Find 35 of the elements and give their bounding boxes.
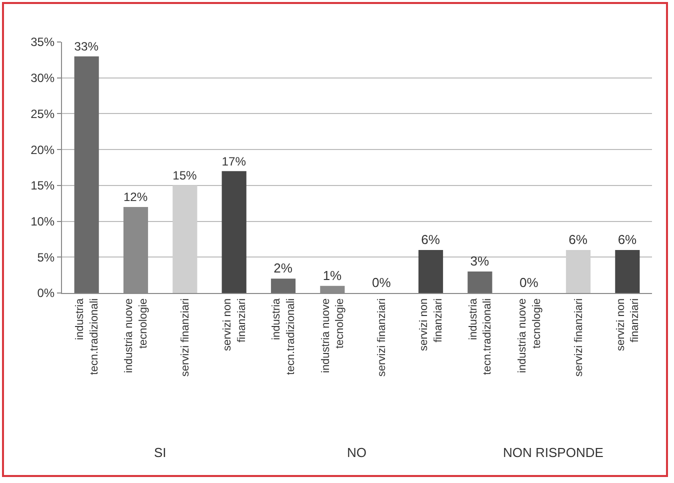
data-label: 6%: [568, 232, 588, 247]
bar: [566, 250, 591, 293]
data-label: 15%: [172, 168, 198, 183]
data-label: 1%: [322, 268, 342, 283]
x-tick-label: servizi finanziari: [572, 298, 585, 377]
bar: [222, 171, 246, 293]
data-label: 6%: [421, 232, 440, 247]
data-label: 2%: [274, 260, 293, 276]
x-tick-label: servizi finanziari: [376, 298, 388, 377]
bar: [270, 278, 296, 293]
bar: [468, 271, 492, 293]
bar: [172, 185, 198, 293]
bar: [615, 250, 640, 293]
y-tick-label: 25%: [30, 106, 55, 121]
y-tick-label: 35%: [30, 35, 55, 50]
data-label: 0%: [372, 275, 392, 290]
data-label: 6%: [618, 232, 638, 247]
y-tick-label: 15%: [30, 178, 55, 193]
bar: [418, 250, 444, 293]
y-tick-label: 10%: [30, 214, 55, 228]
data-label: 12%: [123, 190, 148, 204]
y-tick-label: 30%: [30, 71, 55, 86]
text: NON RISPONDE: [503, 445, 604, 460]
x-tick-label: industria tecn.tradizionali: [74, 298, 100, 375]
text: NO: [347, 445, 366, 460]
y-tick-label: 5%: [37, 250, 55, 264]
data-label: 0%: [519, 275, 539, 290]
data-label: 17%: [222, 154, 246, 168]
bar: [74, 56, 99, 293]
data-label: 3%: [470, 253, 490, 268]
data-label: 33%: [74, 40, 99, 54]
y-tick-label: 0%: [37, 286, 55, 300]
text: SI: [154, 445, 166, 460]
x-tick-label: servizi finanziari: [179, 298, 192, 377]
y-tick-label: 20%: [30, 142, 55, 157]
